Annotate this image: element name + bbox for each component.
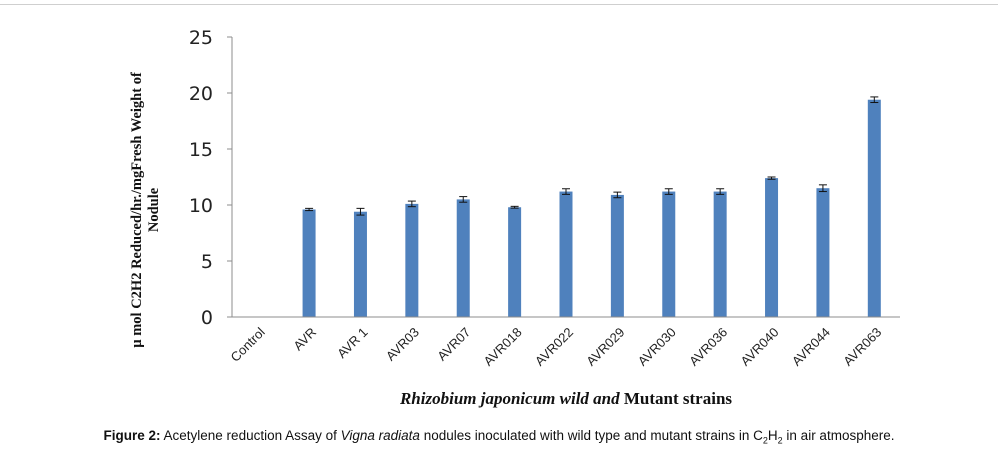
- error-bar-avr: [305, 207, 314, 212]
- y-ticks-group: 0 5 10 15 20 25: [189, 27, 232, 329]
- caption-text-3: H: [767, 428, 778, 443]
- x-tick-label-avr029: AVR029: [583, 325, 627, 369]
- bar-avr040: [765, 178, 779, 317]
- error-bars-group: [305, 96, 879, 216]
- y-tick-label-10: 10: [189, 195, 213, 217]
- error-bar-avr044: [818, 184, 827, 193]
- error-bar-avr03: [407, 200, 416, 208]
- x-tick-label-avr040: AVR040: [737, 325, 781, 369]
- bar-avr063: [867, 99, 881, 317]
- caption-text-2: nodules inoculated with wild type and mu…: [419, 428, 763, 443]
- caption-text-1: Acetylene reduction Assay of: [160, 428, 341, 443]
- x-tick-label-avr018: AVR018: [481, 325, 525, 369]
- y-tick-label-15: 15: [189, 139, 213, 161]
- x-tick-label-avr044: AVR044: [789, 325, 833, 369]
- error-bar-avr040: [767, 176, 776, 180]
- bar-avr018: [508, 207, 522, 317]
- error-bar-avr022: [562, 188, 570, 195]
- bar-avr07: [456, 199, 470, 317]
- y-tick-label-5: 5: [201, 251, 213, 273]
- x-ticks-group: Control AVR AVR 1 AVR03 AVR07 AVR018 AVR022 AVR…: [228, 324, 885, 368]
- bar-avr022: [559, 191, 573, 317]
- x-tick-label-avr063: AVR063: [840, 325, 884, 369]
- error-bar-avr-1: [356, 207, 365, 216]
- error-bar-avr063: [870, 96, 879, 104]
- bars-group: [302, 99, 881, 317]
- bar-avr044: [816, 188, 830, 317]
- caption-label: Figure 2:: [103, 428, 161, 443]
- x-tick-label-avr03: AVR03: [383, 325, 422, 364]
- x-tick-label-avr036: AVR036: [686, 325, 730, 369]
- y-tick-label-25: 25: [189, 27, 213, 49]
- bar-avr029: [610, 194, 624, 317]
- x-tick-label-control: Control: [228, 324, 268, 364]
- caption-sub-1: 2: [762, 435, 768, 446]
- x-tick-label-avr07: AVR07: [434, 325, 473, 364]
- error-bar-avr029: [613, 191, 622, 199]
- x-axis-label-normal: Mutant strains: [620, 389, 733, 408]
- y-axis-label-line2: Nodule: [146, 187, 162, 232]
- bar-avr: [302, 209, 316, 317]
- error-bar-avr07: [459, 196, 468, 203]
- error-bar-avr030: [664, 188, 673, 195]
- x-axis-label-italic: Rhizobium japonicum wild and: [399, 389, 620, 408]
- y-tick-label-0: 0: [201, 307, 213, 329]
- x-tick-label-avr022: AVR022: [532, 325, 576, 369]
- x-tick-label-avr-1: AVR 1: [334, 325, 370, 361]
- bar-avr03: [405, 203, 419, 317]
- bar-avr036: [713, 191, 727, 317]
- caption-text-4: in air atmosphere.: [782, 428, 895, 443]
- caption-species: Vigna radiata: [340, 428, 420, 443]
- caption-sub-2: 2: [777, 435, 783, 446]
- x-tick-label-avr: AVR: [290, 325, 319, 354]
- error-bar-avr036: [716, 188, 725, 195]
- x-tick-label-avr030: AVR030: [635, 325, 679, 369]
- bar-avr030: [662, 191, 676, 317]
- figure-caption: Figure 2: Acetylene reduction Assay of V…: [0, 428, 998, 446]
- error-bar-avr018: [510, 205, 519, 209]
- y-tick-label-20: 20: [189, 83, 213, 105]
- bar-avr-1: [353, 211, 367, 317]
- y-axis-label-line1: µ mol C2H2 Reduced/hr./mgFresh Weight of: [129, 72, 145, 348]
- top-rule: [0, 4, 998, 5]
- x-axis-label: Rhizobium japonicum wild and Mutant stra…: [399, 389, 732, 408]
